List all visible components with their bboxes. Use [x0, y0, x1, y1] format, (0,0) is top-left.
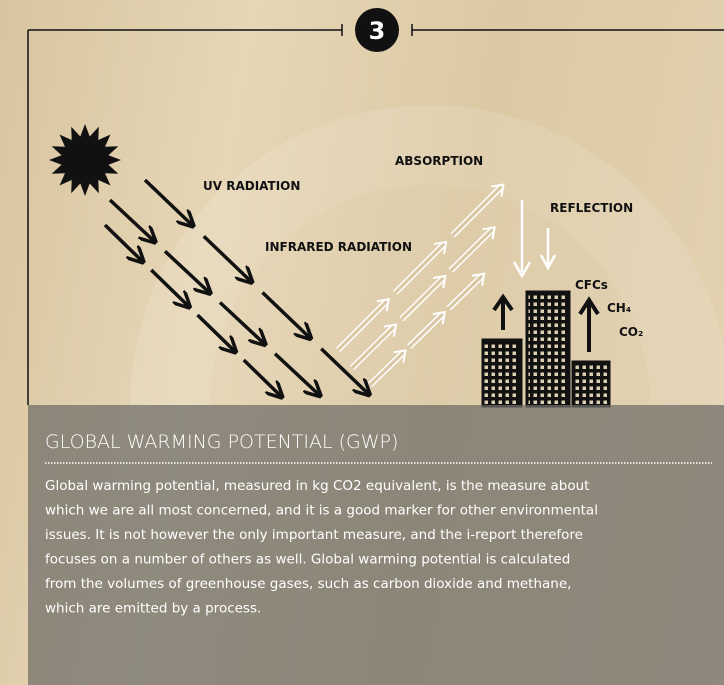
- sun: [49, 124, 121, 196]
- reflection-arrow: [539, 228, 557, 271]
- arrows: [103, 178, 557, 396]
- label: CH₄: [607, 301, 631, 315]
- ir-arrowhead: [383, 323, 398, 337]
- ir-arrowhead: [432, 310, 446, 325]
- uv-arrow: [108, 198, 154, 241]
- info-panel: [28, 405, 724, 685]
- body-line: Global warming potential, measured in kg…: [45, 478, 589, 494]
- body-line: which we are all most concerned, and it …: [45, 503, 598, 519]
- emission-arrow: [492, 293, 514, 330]
- ir-arrowhead: [491, 183, 505, 197]
- label: INFRARED RADIATION: [265, 240, 412, 254]
- label: UV RADIATION: [203, 179, 300, 193]
- uv-arrow: [103, 223, 142, 261]
- building: [481, 338, 523, 408]
- uv-arrow: [218, 301, 264, 344]
- body-line: which are emitted by a process.: [45, 601, 261, 617]
- label: CO₂: [619, 325, 643, 339]
- label: CFCs: [575, 278, 608, 292]
- uv-arrow: [273, 352, 319, 395]
- ir-arrowhead: [482, 226, 496, 240]
- uv-arrow: [202, 234, 251, 281]
- label: REFLECTION: [550, 201, 633, 215]
- building: [571, 360, 611, 408]
- ir-arrow-core: [350, 325, 395, 370]
- ir-arrowhead: [376, 298, 390, 312]
- ir-arrowhead: [433, 274, 447, 289]
- ir-arrow-core: [368, 351, 405, 387]
- body-line: issues. It is not however the only impor…: [45, 527, 583, 543]
- sun-shape: [49, 124, 121, 196]
- label: ABSORPTION: [395, 154, 483, 168]
- uv-arrow: [150, 268, 188, 306]
- panel-title: GLOBAL WARMING POTENTIAL (GWP): [45, 431, 398, 453]
- emission-arrow: [578, 296, 600, 352]
- ir-arrow-core: [447, 274, 484, 310]
- ir-arrow-core: [408, 313, 444, 348]
- step-badge: [355, 8, 399, 52]
- uv-arrow: [242, 358, 281, 396]
- atmosphere-arc: [130, 105, 724, 405]
- ir-arrow-core: [449, 228, 494, 272]
- ir-arrow-core: [400, 276, 445, 321]
- ir-arrowhead: [471, 272, 486, 286]
- uv-arrow: [261, 291, 310, 338]
- body-line: focuses on a number of others as well. G…: [45, 552, 570, 568]
- uv-arrow: [163, 249, 209, 292]
- panel-body: Global warming potential, measured in kg…: [45, 478, 598, 617]
- ir-arrow-core: [394, 242, 446, 294]
- body-line: from the volumes of greenhouse gases, su…: [45, 576, 571, 592]
- uv-arrow: [196, 313, 235, 351]
- reflection-arrow: [512, 200, 532, 279]
- building: [525, 290, 571, 408]
- uv-arrow: [320, 347, 368, 394]
- step-number: 3: [369, 17, 386, 45]
- ir-arrow-core: [451, 185, 503, 237]
- ir-arrow-core: [336, 300, 388, 352]
- ir-arrowhead: [393, 349, 407, 363]
- ir-arrowhead: [433, 240, 448, 255]
- uv-arrow: [143, 178, 192, 225]
